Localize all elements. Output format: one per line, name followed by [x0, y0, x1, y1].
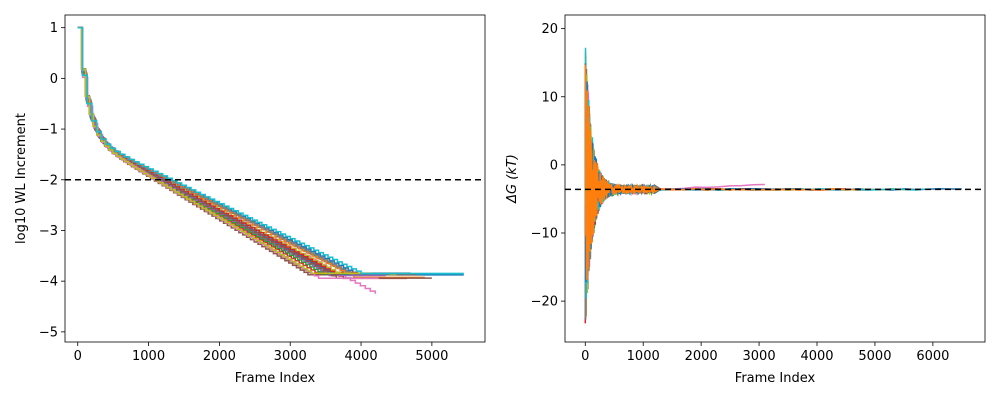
x-tick-label: 4000 — [800, 349, 833, 364]
y-tick-label: 1 — [50, 21, 58, 36]
y-tick-label: −20 — [531, 295, 558, 310]
series-lines — [584, 47, 962, 324]
y-tick-label: −10 — [531, 227, 558, 242]
series-line — [77, 26, 372, 275]
x-tick-label: 6000 — [916, 349, 949, 364]
series-line — [77, 26, 401, 275]
series-lines — [77, 26, 464, 294]
series-line — [584, 79, 823, 320]
series-line — [584, 47, 928, 299]
right-y-axis-label: ΔG (kT) — [505, 154, 520, 204]
series-line — [584, 55, 789, 294]
series-line — [77, 26, 404, 276]
series-line — [584, 63, 777, 282]
x-tick-label: 5000 — [415, 349, 448, 364]
series-line — [77, 26, 376, 294]
series-line — [77, 26, 358, 274]
x-tick-label: 4000 — [345, 349, 378, 364]
series-line — [77, 26, 408, 280]
x-tick-label: 0 — [581, 349, 589, 364]
right-panel: Frame Index ΔG (kT) 0 1000 2000 3000 4000 500… — [505, 14, 986, 386]
series-line — [77, 26, 379, 280]
x-tick-label: 0 — [74, 349, 82, 364]
series-line — [584, 70, 846, 324]
series-line — [77, 26, 369, 276]
x-tick-label: 2000 — [203, 349, 236, 364]
y-tick-label: −1 — [39, 123, 58, 138]
series-line — [584, 89, 765, 307]
series-line — [584, 51, 904, 294]
series-line — [77, 26, 390, 276]
right-plot-frame — [564, 14, 986, 343]
series-line — [77, 26, 383, 279]
left-y-axis-label: log10 WL Increment — [14, 113, 29, 244]
series-line — [584, 71, 800, 283]
y-tick-label: −4 — [39, 275, 58, 290]
left-panel: Frame Index log10 WL Increment 0 1000 2000… — [14, 14, 486, 386]
y-tick-label: −2 — [39, 173, 58, 188]
series-line — [77, 26, 464, 275]
x-tick-label: 2000 — [685, 349, 718, 364]
x-tick-label: 1000 — [132, 349, 165, 364]
series-line — [77, 26, 411, 274]
x-tick-label: 5000 — [858, 349, 891, 364]
y-tick-label: −5 — [39, 325, 58, 340]
series-line — [77, 26, 386, 277]
y-tick-label: 0 — [50, 72, 58, 87]
y-tick-label: 0 — [550, 158, 558, 173]
x-tick-label: 1000 — [627, 349, 660, 364]
right-x-axis-label: Frame Index — [735, 371, 816, 386]
left-x-axis-label: Frame Index — [235, 371, 316, 386]
x-tick-label: 3000 — [743, 349, 776, 364]
y-tick-label: 20 — [541, 22, 558, 37]
series-line — [77, 26, 418, 276]
series-line — [77, 26, 397, 276]
left-plot-frame — [64, 14, 486, 343]
series-line — [584, 100, 812, 317]
series-line — [584, 64, 858, 281]
x-tick-label: 3000 — [274, 349, 307, 364]
y-tick-label: −3 — [39, 224, 58, 239]
y-tick-label: 10 — [541, 90, 558, 105]
